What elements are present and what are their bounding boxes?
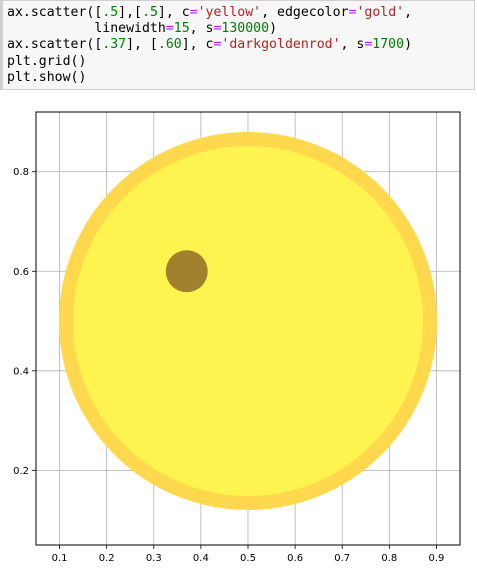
scatter-plot: 0.1 0.2 0.3 0.4 0.5 0.6 0.7 0.8 0.9 0.2 0.4 0.6 0.8 bbox=[13, 111, 461, 564]
code-token: ], c bbox=[181, 37, 214, 53]
x-tick-label: 0.8 bbox=[381, 553, 397, 564]
code-token: .5 bbox=[102, 5, 119, 20]
x-tick-label: 0.9 bbox=[428, 553, 444, 564]
x-tick-label: 0.6 bbox=[287, 553, 303, 564]
code-line: linewidth=15, s=130000) bbox=[7, 21, 474, 37]
code-token: , bbox=[404, 5, 413, 20]
x-tick-label: 0.1 bbox=[52, 553, 68, 564]
code-token: .5 bbox=[142, 5, 158, 20]
code-line: ax.scatter([.37], [.60], c='darkgoldenro… bbox=[7, 37, 474, 53]
code-token: ], c bbox=[157, 5, 190, 20]
code-token: ax.scatter([ bbox=[7, 37, 103, 53]
code-token: = bbox=[189, 5, 198, 20]
code-token: ], [ bbox=[126, 37, 158, 53]
y-tick-label: 0.8 bbox=[13, 167, 29, 178]
code-token: 1700 bbox=[372, 37, 405, 53]
code-line: plt.show() bbox=[7, 70, 474, 86]
data-points bbox=[59, 132, 437, 511]
code-token: ax.scatter([ bbox=[7, 5, 103, 20]
code-token: plt.grid() bbox=[7, 53, 87, 69]
code-token: ) bbox=[269, 21, 278, 37]
code-token: = bbox=[213, 37, 222, 53]
x-tick-label: 0.3 bbox=[146, 553, 162, 564]
x-tick-label: 0.7 bbox=[334, 553, 350, 564]
code-token: = bbox=[165, 21, 174, 37]
code-token: 'yellow' bbox=[197, 5, 262, 20]
code-token: = bbox=[213, 21, 222, 37]
scatter-point bbox=[59, 132, 437, 511]
x-tick-label: 0.5 bbox=[240, 553, 256, 564]
code-token: = bbox=[348, 5, 357, 20]
axis-ticks: 0.1 0.2 0.3 0.4 0.5 0.6 0.7 0.8 0.9 0.2 0.4 0.6 0.8 bbox=[13, 167, 444, 564]
x-tick-label: 0.4 bbox=[193, 553, 209, 564]
code-token: , edgecolor bbox=[261, 5, 349, 20]
code-token: = bbox=[364, 37, 373, 53]
y-tick-label: 0.2 bbox=[13, 466, 29, 477]
y-tick-label: 0.6 bbox=[13, 267, 29, 278]
code-token: , s bbox=[340, 37, 365, 53]
x-tick-label: 0.2 bbox=[99, 553, 115, 564]
code-line: plt.grid() bbox=[7, 54, 474, 70]
code-token: 130000 bbox=[221, 21, 270, 37]
code-line: ax.scatter([.5],[.5], c='yellow', edgeco… bbox=[7, 5, 474, 21]
y-tick-label: 0.4 bbox=[13, 366, 29, 377]
code-token: .37 bbox=[102, 37, 127, 53]
code-token: 15 bbox=[173, 21, 190, 37]
code-token: plt.show() bbox=[7, 69, 87, 85]
code-cell[interactable]: ax.scatter([.5],[.5], c='yellow', edgeco… bbox=[0, 0, 475, 90]
scatter-point bbox=[165, 250, 208, 293]
code-token: .60 bbox=[157, 37, 182, 53]
code-token: 'darkgoldenrod' bbox=[221, 37, 341, 53]
code-token: 'gold' bbox=[356, 5, 405, 20]
code-token: ],[ bbox=[118, 5, 142, 20]
code-token: , s bbox=[189, 21, 214, 37]
code-token: ) bbox=[404, 37, 413, 53]
code-token: linewidth bbox=[7, 21, 166, 37]
